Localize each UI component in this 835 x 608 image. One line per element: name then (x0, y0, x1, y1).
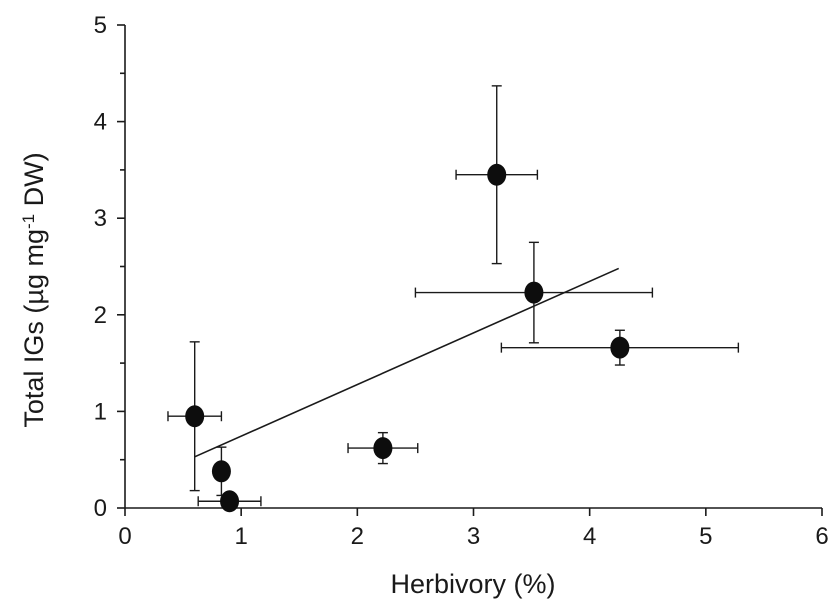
y-tick-label-1: 1 (94, 398, 107, 425)
x-tick-label-3: 3 (467, 523, 480, 550)
x-tick-label-0: 0 (118, 523, 131, 550)
data-point-4 (373, 437, 393, 460)
x-tick-label-4: 4 (583, 523, 596, 550)
y-tick-label-4: 4 (94, 109, 107, 136)
data-point-3 (220, 490, 240, 513)
y-tick-label-3: 3 (94, 205, 107, 232)
trendline (194, 267, 620, 458)
y-ticks: 0 1 2 3 4 5 (94, 12, 125, 522)
x-tick-label-6: 6 (815, 523, 828, 550)
x-axis-label: Herbivory (%) (390, 569, 555, 599)
data-point-2 (211, 460, 231, 483)
data-points (185, 163, 630, 513)
x-tick-label-5: 5 (699, 523, 712, 550)
y-tick-label-0: 0 (94, 495, 107, 522)
y-axis-label: Total IGs (µg mg-1 DW) (19, 152, 50, 427)
y-axis-label-main: Total IGs (µg mg (19, 229, 49, 428)
data-point-1 (185, 405, 205, 428)
x-tick-label-2: 2 (351, 523, 364, 550)
y-axis-label-tail: DW) (19, 152, 49, 213)
data-point-7 (610, 336, 630, 359)
data-point-5 (487, 163, 507, 186)
data-point-6 (524, 281, 544, 304)
x-tick-label-1: 1 (234, 523, 247, 550)
x-ticks: 0 1 2 3 4 5 6 (118, 508, 829, 550)
y-axis-label-superscript: -1 (19, 214, 38, 229)
y-tick-label-2: 2 (94, 302, 107, 329)
error-bars (167, 85, 740, 507)
axes (124, 25, 822, 509)
y-tick-label-5: 5 (94, 12, 107, 39)
